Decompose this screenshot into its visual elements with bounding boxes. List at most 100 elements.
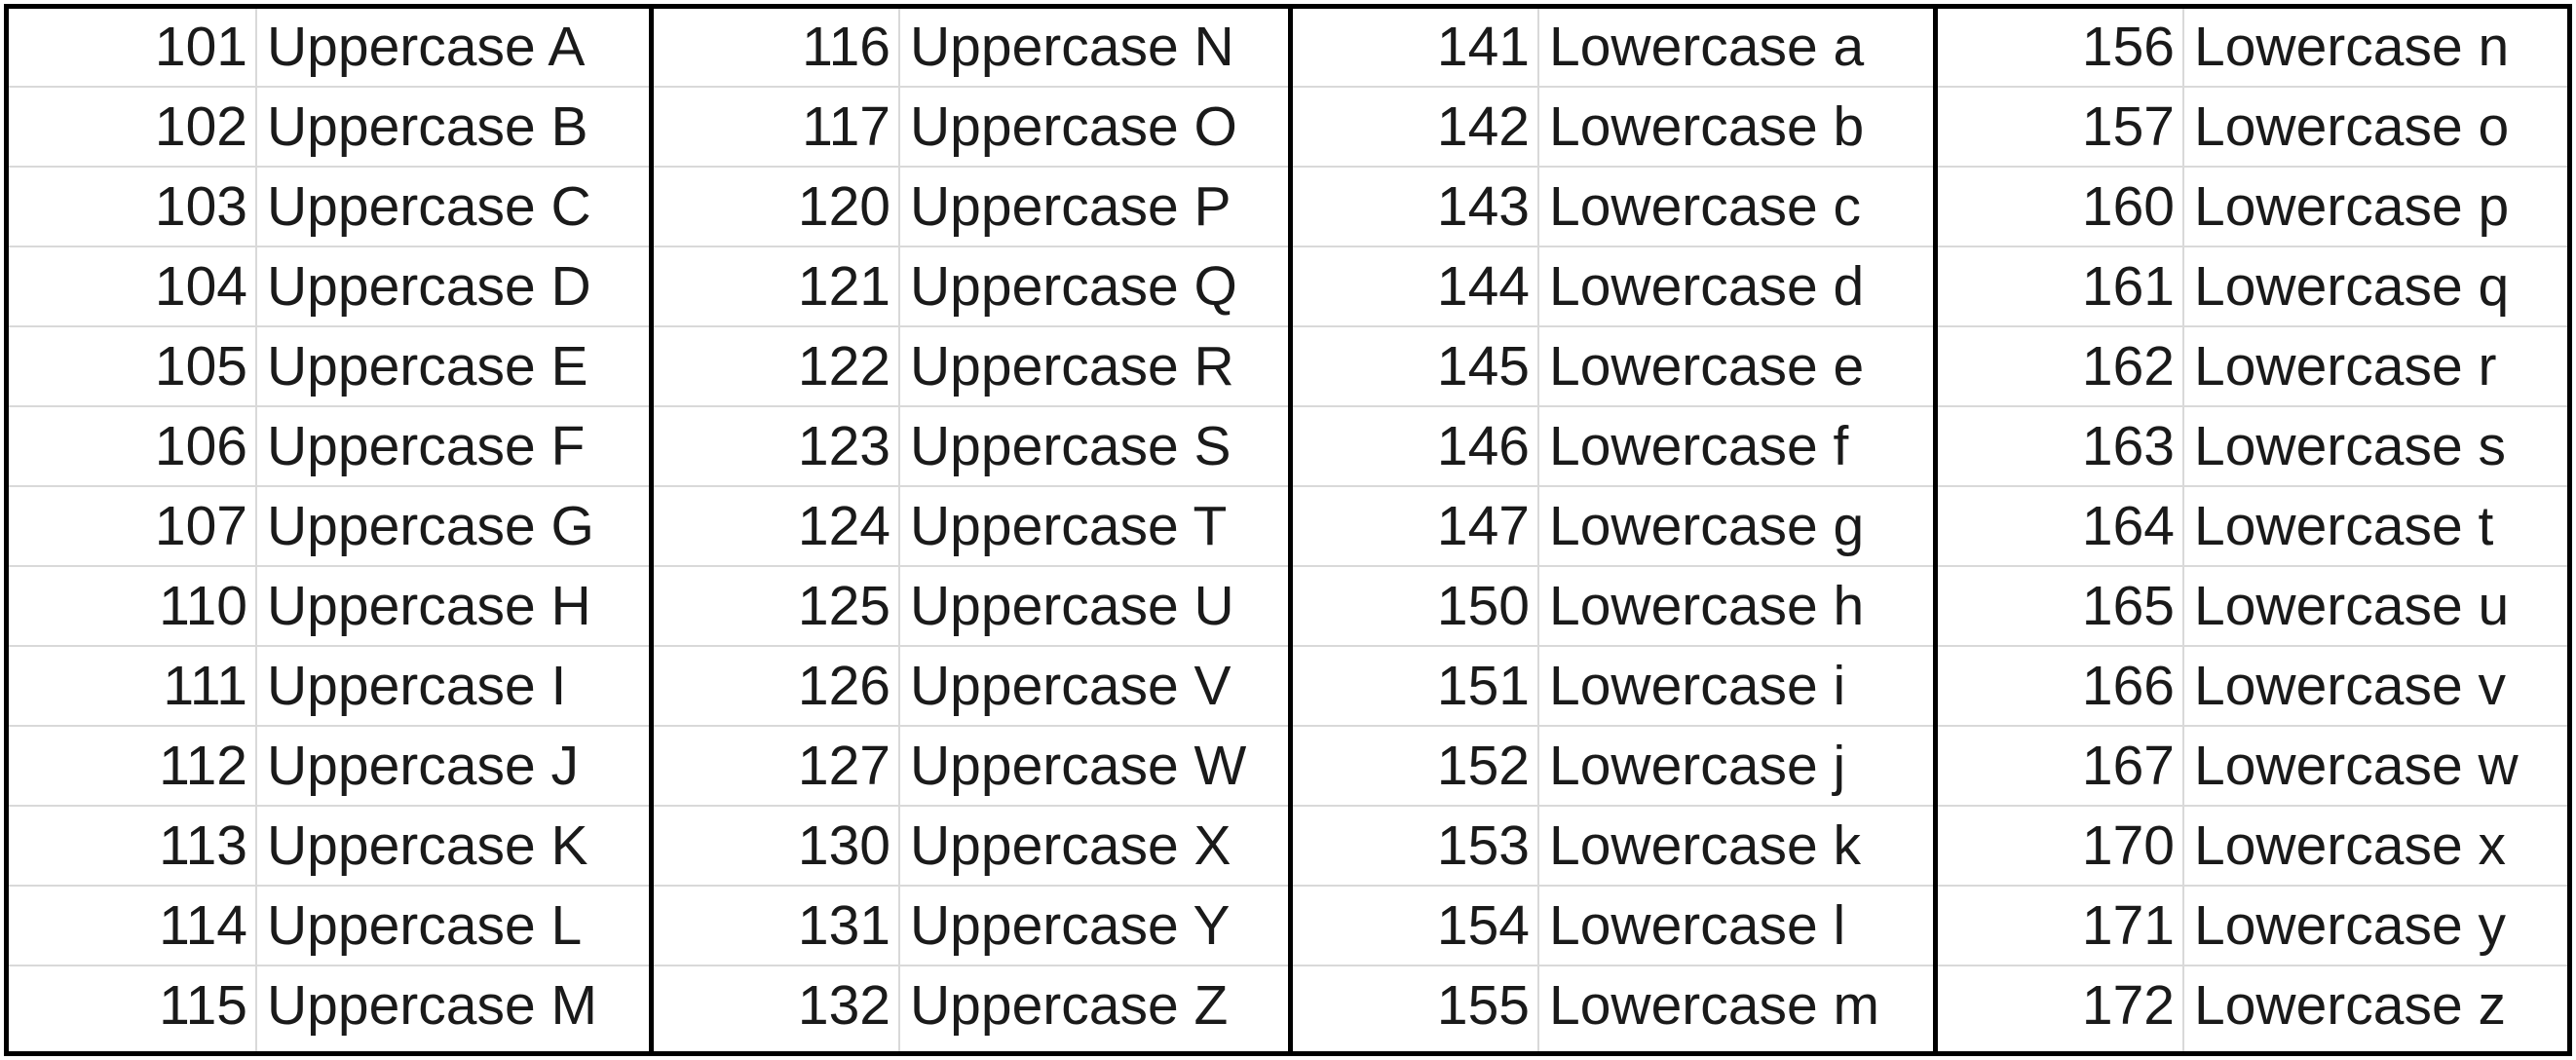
label-cell[interactable]: Lowercase f — [1549, 415, 1849, 477]
code-cell[interactable]: 101 — [154, 16, 247, 78]
label-cell[interactable]: Lowercase z — [2194, 974, 2506, 1037]
label-cell[interactable]: Lowercase g — [1549, 495, 1865, 557]
label-cell[interactable]: Lowercase c — [1549, 175, 1861, 238]
code-cell[interactable]: 132 — [797, 974, 890, 1037]
label-cell[interactable]: Lowercase m — [1549, 974, 1879, 1037]
code-cell[interactable]: 113 — [159, 814, 247, 877]
label-cell[interactable]: Uppercase X — [910, 814, 1231, 877]
code-cell[interactable]: 154 — [1436, 894, 1530, 957]
label-cell[interactable]: Uppercase S — [910, 415, 1231, 477]
label-cell[interactable]: Uppercase P — [910, 175, 1231, 238]
code-cell[interactable]: 161 — [2081, 255, 2175, 318]
label-cell[interactable]: Lowercase j — [1549, 735, 1846, 797]
code-cell[interactable]: 144 — [1436, 255, 1530, 318]
label-cell[interactable]: Lowercase k — [1549, 814, 1861, 877]
code-cell[interactable]: 142 — [1436, 95, 1530, 158]
code-cell[interactable]: 162 — [2081, 335, 2175, 398]
label-cell[interactable]: Lowercase a — [1549, 16, 1865, 78]
code-cell[interactable]: 167 — [2081, 735, 2175, 797]
label-cell[interactable]: Lowercase v — [2194, 655, 2506, 717]
label-cell[interactable]: Lowercase x — [2194, 814, 2506, 877]
code-cell[interactable]: 153 — [1436, 814, 1530, 877]
code-cell[interactable]: 146 — [1436, 415, 1530, 477]
code-cell[interactable]: 145 — [1436, 335, 1530, 398]
label-cell[interactable]: Uppercase V — [910, 655, 1231, 717]
label-cell[interactable]: Lowercase o — [2194, 95, 2510, 158]
label-cell[interactable]: Uppercase Y — [910, 894, 1231, 957]
label-cell[interactable]: Lowercase l — [1549, 894, 1846, 957]
code-cell[interactable]: 110 — [159, 575, 247, 637]
label-cell[interactable]: Uppercase B — [267, 95, 588, 158]
label-cell[interactable]: Lowercase p — [2194, 175, 2510, 238]
label-cell[interactable]: Uppercase H — [267, 575, 591, 637]
code-cell[interactable]: 171 — [2081, 894, 2175, 957]
label-cell[interactable]: Lowercase u — [2194, 575, 2510, 637]
code-cell[interactable]: 166 — [2081, 655, 2175, 717]
code-cell[interactable]: 147 — [1436, 495, 1530, 557]
code-cell[interactable]: 112 — [159, 735, 247, 797]
label-cell[interactable]: Lowercase w — [2194, 735, 2519, 797]
label-cell[interactable]: Uppercase F — [267, 415, 586, 477]
label-cell[interactable]: Uppercase N — [910, 16, 1234, 78]
code-cell[interactable]: 106 — [154, 415, 247, 477]
label-cell[interactable]: Lowercase q — [2194, 255, 2510, 318]
label-cell[interactable]: Lowercase h — [1549, 575, 1865, 637]
code-cell[interactable]: 163 — [2081, 415, 2175, 477]
label-cell[interactable]: Lowercase d — [1549, 255, 1865, 318]
code-cell[interactable]: 124 — [797, 495, 890, 557]
code-cell[interactable]: 126 — [797, 655, 890, 717]
code-cell[interactable]: 150 — [1436, 575, 1530, 637]
label-cell[interactable]: Uppercase W — [910, 735, 1247, 797]
label-cell[interactable]: Uppercase J — [267, 735, 579, 797]
label-cell[interactable]: Lowercase i — [1549, 655, 1846, 717]
label-cell[interactable]: Lowercase b — [1549, 95, 1865, 158]
label-cell[interactable]: Uppercase L — [267, 894, 583, 957]
code-cell[interactable]: 160 — [2081, 175, 2175, 238]
code-cell[interactable]: 155 — [1436, 974, 1530, 1037]
code-cell[interactable]: 164 — [2081, 495, 2175, 557]
code-cell[interactable]: 104 — [154, 255, 247, 318]
label-cell[interactable]: Lowercase n — [2194, 16, 2510, 78]
code-cell[interactable]: 131 — [797, 894, 890, 957]
code-cell[interactable]: 152 — [1436, 735, 1530, 797]
code-cell[interactable]: 120 — [797, 175, 890, 238]
code-cell[interactable]: 111 — [163, 655, 247, 717]
label-cell[interactable]: Uppercase T — [910, 495, 1228, 557]
code-cell[interactable]: 116 — [802, 16, 890, 78]
code-cell[interactable]: 125 — [797, 575, 890, 637]
label-cell[interactable]: Uppercase M — [267, 974, 597, 1037]
code-cell[interactable]: 107 — [154, 495, 247, 557]
code-cell[interactable]: 103 — [154, 175, 247, 238]
code-cell[interactable]: 102 — [154, 95, 247, 158]
label-cell[interactable]: Uppercase G — [267, 495, 594, 557]
code-cell[interactable]: 172 — [2081, 974, 2175, 1037]
code-cell[interactable]: 115 — [159, 974, 247, 1037]
code-cell[interactable]: 151 — [1436, 655, 1530, 717]
code-cell[interactable]: 141 — [1436, 16, 1530, 78]
label-cell[interactable]: Lowercase e — [1549, 335, 1865, 398]
code-cell[interactable]: 127 — [797, 735, 890, 797]
code-cell[interactable]: 114 — [159, 894, 247, 957]
code-cell[interactable]: 123 — [797, 415, 890, 477]
code-cell[interactable]: 170 — [2081, 814, 2175, 877]
code-cell[interactable]: 121 — [797, 255, 890, 318]
label-cell[interactable]: Lowercase s — [2194, 415, 2506, 477]
label-cell[interactable]: Uppercase O — [910, 95, 1237, 158]
code-cell[interactable]: 143 — [1436, 175, 1530, 238]
label-cell[interactable]: Uppercase U — [910, 575, 1234, 637]
code-cell[interactable]: 130 — [797, 814, 890, 877]
label-cell[interactable]: Uppercase R — [910, 335, 1234, 398]
code-cell[interactable]: 156 — [2081, 16, 2175, 78]
code-cell[interactable]: 165 — [2081, 575, 2175, 637]
label-cell[interactable]: Uppercase K — [267, 814, 588, 877]
label-cell[interactable]: Uppercase I — [267, 655, 567, 717]
label-cell[interactable]: Uppercase C — [267, 175, 591, 238]
label-cell[interactable]: Lowercase t — [2194, 495, 2494, 557]
label-cell[interactable]: Uppercase D — [267, 255, 591, 318]
label-cell[interactable]: Uppercase Z — [910, 974, 1229, 1037]
label-cell[interactable]: Uppercase E — [267, 335, 588, 398]
code-cell[interactable]: 122 — [797, 335, 890, 398]
label-cell[interactable]: Uppercase Q — [910, 255, 1237, 318]
label-cell[interactable]: Uppercase A — [267, 16, 586, 78]
label-cell[interactable]: Lowercase y — [2194, 894, 2506, 957]
